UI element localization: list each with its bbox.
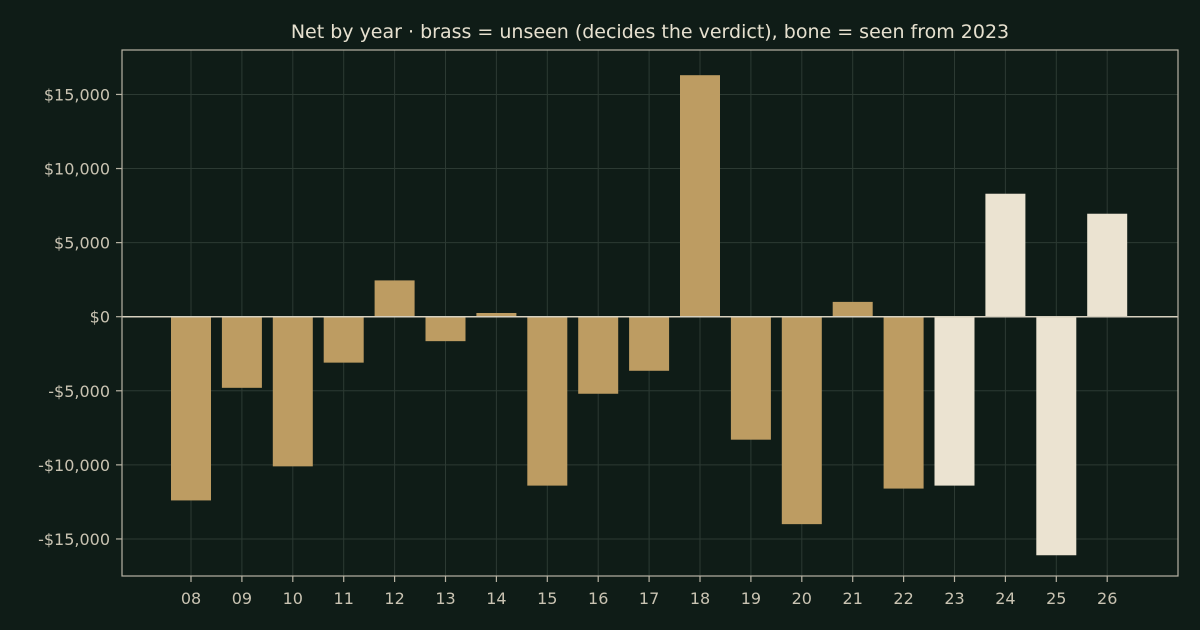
chart-title: Net by year · brass = unseen (decides th…	[291, 21, 1009, 43]
x-tick-label: 08	[181, 589, 201, 608]
bar-10	[272, 316, 313, 467]
y-axis-ticks: $15,000 $10,000 $5,000 $0 -$5,000 -$10,000 -$1…	[38, 85, 122, 549]
bar-13	[425, 316, 466, 342]
x-tick-label: 15	[537, 589, 557, 608]
x-tick-label: 21	[843, 589, 863, 608]
x-tick-label: 13	[435, 589, 455, 608]
x-tick-label: 22	[893, 589, 913, 608]
bar-26	[1087, 213, 1128, 317]
x-tick-label: 17	[639, 589, 659, 608]
x-tick-label: 24	[995, 589, 1015, 608]
y-tick-label: -$15,000	[38, 530, 110, 549]
x-axis-ticks: 08 09 10 11 12 13 14 15 16 17 18 19 20 21 22 23 24 25 26	[181, 576, 1117, 608]
bar-12	[374, 280, 415, 317]
x-tick-label: 20	[792, 589, 812, 608]
bars	[171, 75, 1128, 556]
x-tick-label: 16	[588, 589, 608, 608]
plot-frame	[121, 49, 1179, 577]
bar-17	[629, 316, 670, 371]
x-tick-label: 18	[690, 589, 710, 608]
bar-19	[730, 316, 771, 440]
x-tick-label: 09	[232, 589, 252, 608]
y-tick-label: $5,000	[54, 234, 110, 253]
x-tick-label: 19	[741, 589, 761, 608]
bar-16	[578, 316, 619, 394]
bar-09	[221, 316, 262, 388]
x-tick-label: 14	[486, 589, 506, 608]
bar-15	[527, 316, 568, 486]
x-tick-label: 11	[334, 589, 354, 608]
y-tick-label: -$5,000	[48, 382, 110, 401]
bar-24	[985, 193, 1026, 317]
bar-25	[1036, 316, 1077, 556]
x-tick-label: 25	[1046, 589, 1066, 608]
x-tick-label: 26	[1097, 589, 1117, 608]
y-tick-label: -$10,000	[38, 456, 110, 475]
y-tick-label: $10,000	[44, 160, 110, 179]
x-tick-label: 12	[384, 589, 404, 608]
y-tick-label: $0	[90, 308, 110, 327]
x-tick-label: 10	[283, 589, 303, 608]
y-tick-label: $15,000	[44, 85, 110, 104]
bar-11	[323, 316, 364, 363]
bar-23	[934, 316, 975, 486]
bar-21	[832, 301, 873, 317]
bar-18	[680, 75, 720, 317]
bar-22	[883, 316, 924, 489]
bar-14	[476, 313, 517, 317]
x-tick-label: 23	[944, 589, 964, 608]
bar-20	[781, 316, 822, 525]
bar-08	[171, 316, 211, 501]
